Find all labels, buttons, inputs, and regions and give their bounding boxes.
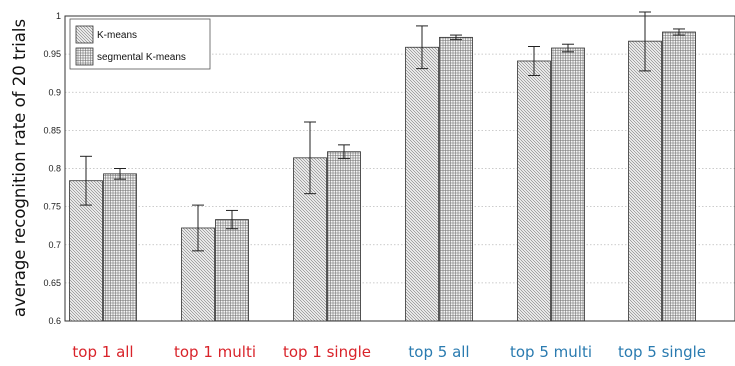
error-bar <box>80 155 92 206</box>
bar-kmeans <box>628 40 662 322</box>
error-bar <box>528 46 540 76</box>
y-tick-label: 0.7 <box>48 240 61 250</box>
error-bar <box>192 204 204 252</box>
error-bars <box>80 11 685 252</box>
legend-label-segmental-kmeans: segmental K-means <box>97 52 186 63</box>
y-tick-label: 0.65 <box>43 278 61 288</box>
error-bar <box>114 168 126 180</box>
error-bar <box>562 43 574 53</box>
bar-kmeans <box>517 60 551 322</box>
y-tick-label: 1 <box>56 11 61 21</box>
y-tick-label: 0.8 <box>48 164 61 174</box>
bar-segmental-kmeans <box>551 47 585 322</box>
y-tick-label: 0.6 <box>48 316 61 326</box>
x-category-label: top 5 all <box>408 343 469 361</box>
y-tick-label: 0.9 <box>48 87 61 97</box>
error-bar <box>450 34 462 41</box>
error-bar <box>338 144 350 160</box>
y-tick-label: 0.95 <box>43 49 61 59</box>
y-tick-label: 0.85 <box>43 125 61 135</box>
bar-segmental-kmeans <box>215 219 249 322</box>
plot-area <box>64 15 735 322</box>
x-category-label: top 1 multi <box>174 343 256 361</box>
bar-segmental-kmeans <box>103 173 137 322</box>
bars <box>69 31 696 322</box>
bar-segmental-kmeans <box>439 36 473 322</box>
x-category-label: top 5 single <box>618 343 706 361</box>
x-category-label: top 1 single <box>283 343 371 361</box>
y-tick-label: 0.75 <box>43 202 61 212</box>
bar-kmeans <box>405 46 439 322</box>
legend-swatch-segmental-kmeans <box>75 47 94 66</box>
bar-segmental-kmeans <box>327 151 361 322</box>
error-bar <box>416 25 428 70</box>
x-category-label: top 5 multi <box>510 343 592 361</box>
bar-segmental-kmeans <box>662 31 696 322</box>
y-axis-label: average recognition rate of 20 trials <box>10 19 29 317</box>
x-axis-category-labels: top 1 all top 1 multi top 1 single top 5 al… <box>72 343 706 361</box>
legend-label-kmeans: K-means <box>97 30 137 41</box>
error-bar <box>639 11 651 72</box>
legend: K-means segmental K-means <box>69 18 211 70</box>
y-axis-ticks: 0.6 0.65 0.7 0.75 0.8 0.85 0.9 0.95 1 <box>43 11 61 326</box>
error-bar <box>226 209 238 230</box>
error-bar <box>304 121 316 195</box>
legend-swatch-kmeans <box>75 25 94 44</box>
x-category-label: top 1 all <box>72 343 133 361</box>
error-bar <box>673 28 685 36</box>
